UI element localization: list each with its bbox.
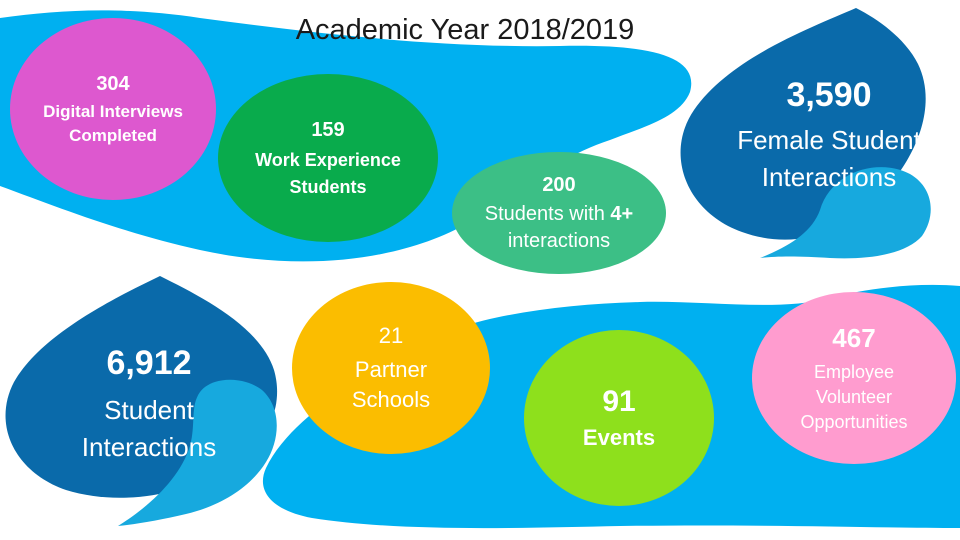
stat-drop-female-interactions: 3,590 Female Student Interactions [704,76,954,193]
stat-label-line: Interactions [761,162,897,192]
stat-label-line: Student [104,395,194,425]
stat-value: 3,590 [786,76,872,114]
stat-label-line: Schools [351,387,431,412]
stat-value: 159 [311,118,345,141]
stat-bubble-partner-schools: 21 Partner Schools [292,282,490,454]
stat-label-line: Students with 4+ [485,203,633,226]
stat-label-line: Completed [69,125,157,145]
stat-label-line: Interactions [81,432,217,462]
stat-value: 200 [542,173,576,196]
stat-drop-student-interactions: 6,912 Student Interactions [24,344,274,463]
stat-value: 91 [602,385,636,418]
page-title: Academic Year 2018/2019 [295,14,635,46]
stat-label-line: Volunteer [815,387,893,407]
stat-label-text: Students with [484,202,611,225]
stat-label-line: Events [582,425,656,450]
stat-value: 21 [378,323,404,348]
stat-value: 467 [832,323,876,353]
stat-label-line: Opportunities [800,412,908,432]
stat-label-line: interactions [507,229,611,252]
stat-value: 6,912 [106,344,192,382]
drop-tail-bottom-left [118,379,277,526]
stat-label-line: Partner [354,357,428,382]
stat-label-line: Employee [813,362,895,382]
stat-label-line: Digital Interviews [43,101,183,121]
stat-bubble-events: 91 Events [524,330,714,506]
drop-tail-top-right [760,167,931,259]
stat-bubble-students-4plus: 200 Students with 4+ interactions [452,152,666,274]
stat-label-line: Female Student [737,125,921,155]
stat-bubble-volunteer: 467 Employee Volunteer Opportunities [752,292,956,464]
stat-bubble-digital-interviews: 304 Digital Interviews Completed [10,18,216,200]
stat-bubble-work-experience: 159 Work Experience Students [218,74,438,242]
stat-label-line: Work Experience [255,149,401,170]
stat-label-highlight: 4+ [610,202,634,225]
stat-value: 304 [96,72,130,95]
stat-label-line: Students [289,176,367,197]
